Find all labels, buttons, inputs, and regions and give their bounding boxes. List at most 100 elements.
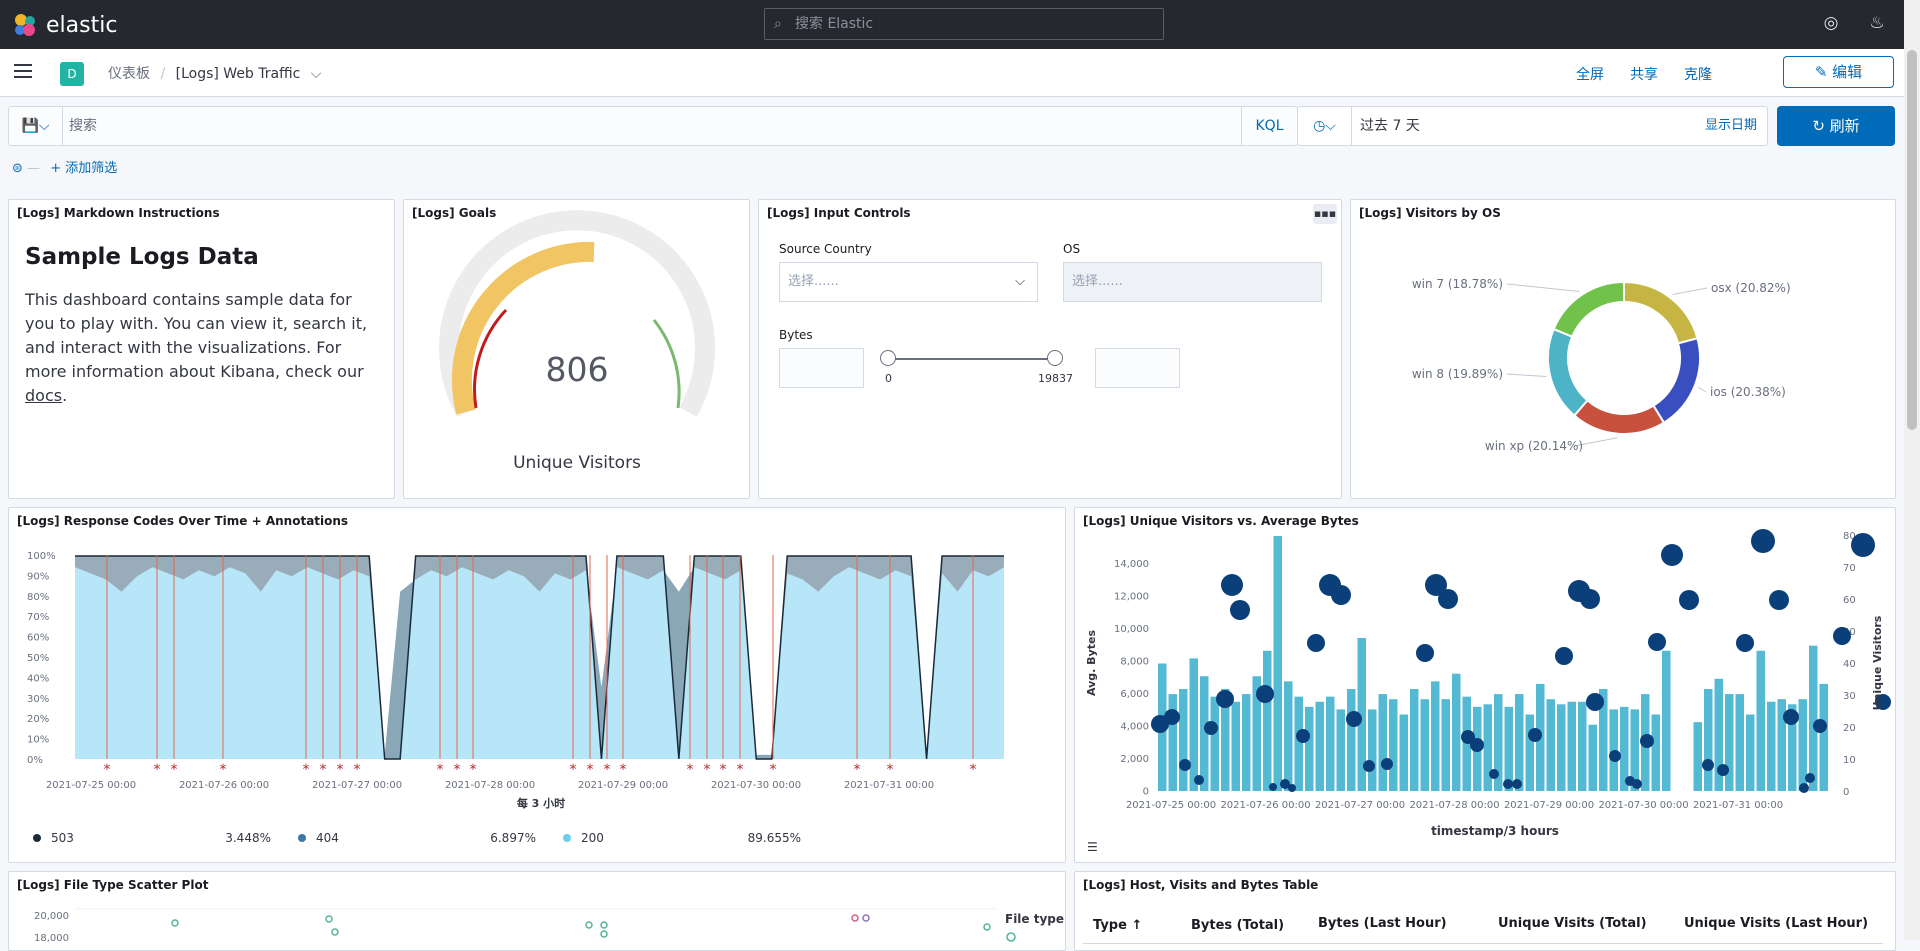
- markdown-heading: Sample Logs Data: [25, 244, 259, 270]
- kql-toggle[interactable]: KQL: [1241, 107, 1297, 145]
- page-scrollbar[interactable]: [1904, 0, 1920, 940]
- fullscreen-link[interactable]: 全屏: [1576, 67, 1604, 83]
- input-controls-panel: [Logs] Input Controls ▪▪▪ Source Country…: [758, 199, 1342, 499]
- bar-avg-bytes: [1777, 699, 1786, 791]
- x-tick-label: 2021-07-30 00:00: [711, 780, 801, 791]
- col-unique-total[interactable]: Unique Visits (Total): [1498, 916, 1647, 931]
- bar-avg-bytes: [1200, 676, 1209, 791]
- refresh-button[interactable]: ↻ 刷新: [1777, 106, 1895, 146]
- bar-avg-bytes: [1819, 683, 1828, 791]
- dot-unique-visitors: [1331, 585, 1351, 605]
- annotation-marker: *: [737, 762, 744, 778]
- bar-avg-bytes: [1704, 689, 1713, 791]
- area-503-line: [75, 555, 1004, 760]
- bar-avg-bytes: [1504, 706, 1513, 791]
- clone-link[interactable]: 克隆: [1684, 67, 1712, 83]
- range-min-handle[interactable]: [880, 350, 896, 366]
- breadcrumb-current[interactable]: [Logs] Web Traffic: [175, 66, 301, 82]
- legend-label: 200: [581, 831, 604, 845]
- y-right-tick: 80: [1843, 531, 1856, 542]
- y-tick-label: 90%: [27, 571, 49, 582]
- gauge-green-band: [652, 319, 681, 409]
- y-left-tick: 12,000: [1114, 592, 1149, 603]
- annotation-marker: *: [454, 762, 461, 778]
- breadcrumb: 仪表板 / [Logs] Web Traffic ⌵: [108, 66, 322, 82]
- share-link[interactable]: 共享: [1630, 67, 1658, 83]
- help-icon[interactable]: ◎: [1823, 13, 1839, 33]
- file-type-panel: [Logs] File Type Scatter Plot 20,000 18,0…: [8, 871, 1066, 951]
- col-unique-last-hour[interactable]: Unique Visits (Last Hour): [1684, 916, 1869, 931]
- annotation-marker: *: [687, 762, 694, 778]
- gauge-chart: 806 Unique Visitors: [439, 210, 715, 473]
- time-range-label[interactable]: 过去 7 天: [1360, 118, 1420, 134]
- scrollbar-thumb[interactable]: [1907, 50, 1917, 430]
- y-tick-label: 30%: [27, 694, 49, 705]
- bytes-max-input[interactable]: [1095, 348, 1180, 388]
- bar-avg-bytes: [1515, 694, 1524, 791]
- dot-unique-visitors: [1280, 779, 1290, 789]
- dot-unique-visitors: [1230, 600, 1250, 620]
- bar-avg-bytes: [1630, 709, 1639, 791]
- annotation-marker: *: [470, 762, 477, 778]
- annotation-marker: *: [104, 762, 111, 778]
- bar-avg-bytes: [1357, 638, 1366, 791]
- dot-unique-visitors: [1164, 709, 1180, 725]
- source-country-select[interactable]: 选择...... ⌵: [779, 262, 1038, 302]
- show-dates-link[interactable]: 显示日期: [1704, 118, 1757, 133]
- x-tick-label: 2021-07-25 00:00: [46, 780, 136, 791]
- scatter-point: [851, 914, 859, 922]
- bar-avg-bytes: [1662, 650, 1671, 791]
- time-picker[interactable]: ◷⌵ 过去 7 天 显示日期: [1297, 106, 1768, 146]
- markdown-panel: [Logs] Markdown Instructions Sample Logs…: [8, 199, 395, 499]
- global-search-input[interactable]: ⌕ 搜索 Elastic: [764, 8, 1164, 40]
- breadcrumb-dashboards[interactable]: 仪表板: [108, 66, 150, 82]
- clock-icon[interactable]: ◷⌵: [1298, 107, 1352, 145]
- saved-query-icon[interactable]: 💾⌵: [9, 107, 63, 145]
- scatter-point: [600, 921, 608, 929]
- x-tick-label: 2021-07-28 00:00: [1409, 800, 1499, 811]
- query-input[interactable]: 搜索: [69, 118, 97, 134]
- gauge-fill: [451, 241, 595, 415]
- filter-icon[interactable]: ⊜: [12, 161, 23, 176]
- pie-label: ios (20.38%): [1710, 385, 1786, 399]
- visitors-bytes-chart: 14,000 12,000 10,000 8,000 6,000 4,000 2,000 0 8…: [1085, 529, 1891, 854]
- col-type[interactable]: Type ↑: [1093, 918, 1143, 933]
- scatter-point: [862, 914, 870, 922]
- visitors-os-panel: [Logs] Visitors by OS osx (20.82%) ios (2…: [1350, 199, 1896, 499]
- col-bytes-total[interactable]: Bytes (Total): [1191, 918, 1285, 933]
- dot-unique-visitors: [1661, 544, 1683, 566]
- bytes-min-input[interactable]: [779, 348, 864, 388]
- news-icon[interactable]: ♨: [1869, 13, 1885, 33]
- annotation-marker: *: [437, 762, 444, 778]
- bar-avg-bytes: [1588, 724, 1597, 791]
- pie-label: win 8 (19.89%): [1412, 367, 1503, 381]
- docs-link[interactable]: docs: [25, 386, 63, 405]
- dot-unique-visitors: [1489, 769, 1499, 779]
- gauge-value: 806: [546, 350, 609, 389]
- gauge-red-band: [473, 308, 508, 409]
- bar-avg-bytes: [1168, 694, 1177, 791]
- edit-button[interactable]: ✎ 编辑: [1783, 56, 1894, 88]
- range-max-handle[interactable]: [1047, 350, 1063, 366]
- y-tick-label: 40%: [27, 673, 49, 684]
- panel-options-icon[interactable]: ▪▪▪: [1313, 204, 1337, 224]
- add-filter-link[interactable]: + 添加筛选: [50, 161, 118, 176]
- annotation-marker: *: [854, 762, 861, 778]
- y-right-tick: 0: [1843, 787, 1849, 798]
- space-avatar[interactable]: D: [60, 62, 84, 86]
- chevron-down-icon[interactable]: ⌵: [310, 66, 322, 82]
- y-tick-label: 100%: [27, 551, 56, 562]
- bar-avg-bytes: [1242, 694, 1251, 791]
- elastic-logo[interactable]: elastic: [12, 12, 117, 38]
- col-bytes-last-hour[interactable]: Bytes (Last Hour): [1318, 916, 1447, 931]
- bar-avg-bytes: [1389, 699, 1398, 791]
- os-select[interactable]: 选择......: [1063, 262, 1322, 302]
- response-codes-panel: [Logs] Response Codes Over Time + Annota…: [8, 507, 1066, 863]
- menu-icon[interactable]: [14, 64, 32, 78]
- elastic-logo-icon: [15, 14, 35, 36]
- pie-leader-line: [1672, 287, 1708, 295]
- dot-unique-visitors: [1851, 533, 1875, 557]
- markdown-body: This dashboard contains sample data for …: [25, 288, 380, 408]
- dot-unique-visitors: [1363, 760, 1375, 772]
- select-placeholder: 选择......: [788, 274, 839, 289]
